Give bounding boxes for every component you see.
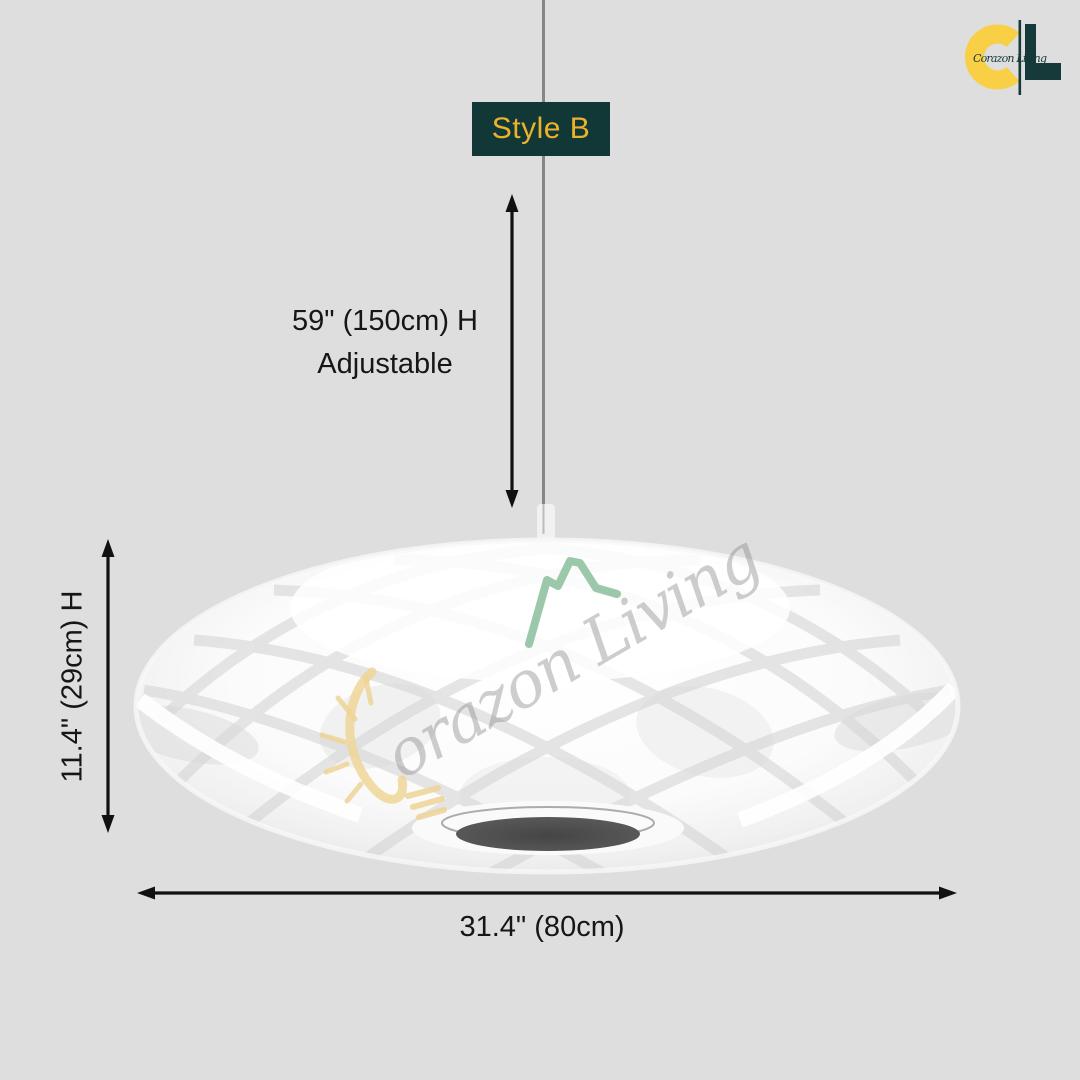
shade-height-label: 11.4" (29cm) H <box>56 590 89 783</box>
double-arrow-vertical-height-icon <box>101 539 115 833</box>
drop-height-label: 59" (150cm) H Adjustable <box>230 300 540 386</box>
double-arrow-vertical-drop-icon <box>505 194 519 508</box>
style-badge-label: Style B <box>491 112 591 145</box>
house-roof-watermark-icon <box>525 557 621 648</box>
drop-height-note: Adjustable <box>317 348 453 380</box>
lamp-shade <box>133 537 961 875</box>
style-badge: Style B <box>472 102 610 156</box>
lamp-bottom-opening <box>412 801 684 855</box>
brand-monogram-icon: Corazon Living <box>965 20 1061 95</box>
shade-width-label: 31.4" (80cm) <box>459 911 625 943</box>
logo-script-text: Corazon Living <box>973 52 1047 65</box>
double-arrow-horizontal-width-icon <box>137 886 957 900</box>
light-bulb-watermark-icon <box>319 667 447 820</box>
drop-height-value: 59" (150cm) H <box>292 305 478 337</box>
